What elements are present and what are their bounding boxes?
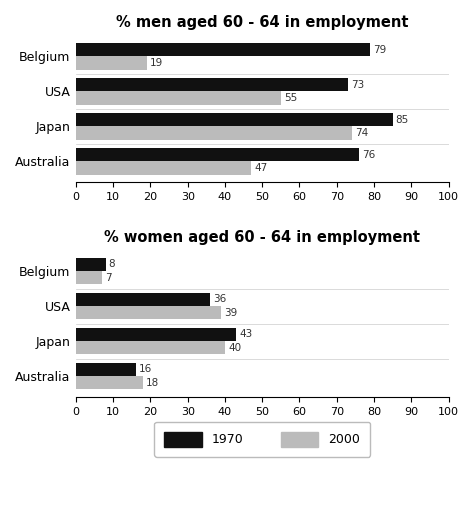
Legend: 1970, 2000: 1970, 2000 <box>154 421 370 457</box>
Bar <box>76 258 106 271</box>
Text: 36: 36 <box>213 294 226 305</box>
Text: 55: 55 <box>284 93 297 103</box>
Bar <box>76 113 392 126</box>
Text: 39: 39 <box>224 308 237 318</box>
Title: % women aged 60 - 64 in employment: % women aged 60 - 64 in employment <box>104 230 420 245</box>
Bar <box>76 362 136 376</box>
Text: 47: 47 <box>254 163 267 173</box>
Text: 19: 19 <box>150 58 163 68</box>
Text: 43: 43 <box>239 329 252 339</box>
Bar <box>76 293 210 306</box>
Bar <box>76 376 143 389</box>
Text: 18: 18 <box>146 378 159 388</box>
Bar <box>76 43 370 56</box>
Bar <box>76 91 281 104</box>
Bar <box>76 271 102 284</box>
Text: 73: 73 <box>351 80 364 90</box>
Bar <box>76 328 236 341</box>
Text: 85: 85 <box>396 115 409 124</box>
Title: % men aged 60 - 64 in employment: % men aged 60 - 64 in employment <box>116 15 409 30</box>
Bar <box>76 341 225 354</box>
Text: 8: 8 <box>109 260 115 269</box>
Bar <box>76 126 352 140</box>
Text: 79: 79 <box>373 45 386 55</box>
Bar <box>76 148 359 161</box>
Text: 16: 16 <box>138 365 152 374</box>
Bar <box>76 161 251 175</box>
Bar <box>76 78 348 91</box>
Text: 74: 74 <box>355 128 368 138</box>
Bar <box>76 306 221 319</box>
Bar <box>76 56 147 70</box>
Text: 7: 7 <box>105 273 111 283</box>
Text: 76: 76 <box>362 150 375 160</box>
Text: 40: 40 <box>228 343 241 353</box>
